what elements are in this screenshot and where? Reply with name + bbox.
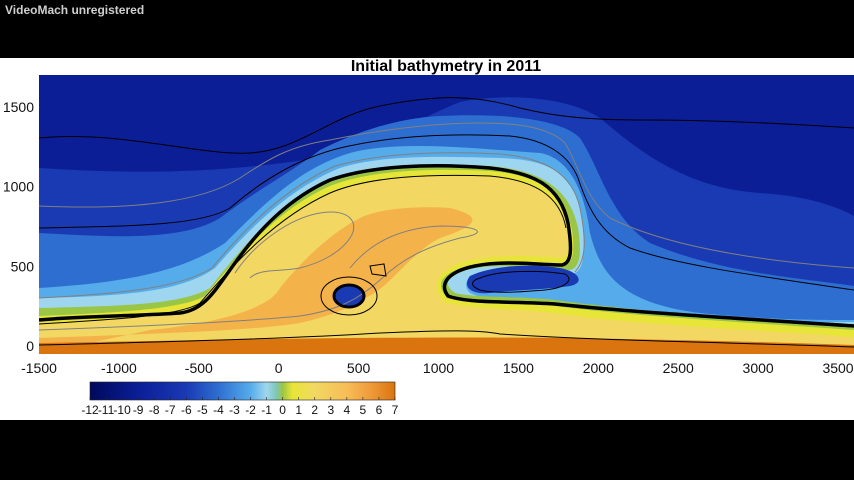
contour-line (39, 174, 567, 325)
contour-line (472, 270, 570, 293)
x-tick-label: 1500 (503, 360, 534, 376)
x-tick-label: 2500 (663, 360, 694, 376)
x-tick-label: 3000 (743, 360, 774, 376)
y-tick-label: 1500 (3, 99, 34, 115)
contour-zero-line (39, 163, 854, 328)
contour-hole-zero (332, 283, 366, 309)
colorbar-tick-label: -1 (261, 403, 272, 417)
contour-line (39, 97, 854, 154)
contour-line (234, 211, 355, 279)
colorbar-tick-label: -8 (149, 403, 160, 417)
contour-line (39, 134, 854, 291)
colorbar-tick-label: -4 (213, 403, 224, 417)
contour-lines (39, 97, 854, 348)
colorbar: -12 -11 -10 -9 -8 -7 -6 -5 -4 -3 -2 -1 0 1 2 3 4 5 6 7 (81, 381, 399, 417)
x-tick-label: -500 (185, 360, 213, 376)
bathymetry-figure: Initial bathymetry in 2011 (3, 58, 854, 417)
contour-line (39, 122, 854, 269)
watermark-text: VideoMach unregistered (5, 3, 145, 17)
x-tick-label: 0 (275, 360, 283, 376)
colorbar-ticks: -12 -11 -10 -9 -8 -7 -6 -5 -4 -3 -2 -1 0 1 2 3 4 5 6 7 (81, 397, 399, 417)
region-tan-shoal (39, 175, 854, 354)
contour-line (39, 225, 478, 331)
x-tick-label: -1500 (21, 360, 57, 376)
x-tick-label: -1000 (101, 360, 137, 376)
colorbar-gradient (89, 381, 396, 401)
x-tick-label: 2000 (583, 360, 614, 376)
colorbar-tick-label: -12 (81, 403, 99, 417)
chart-title: Initial bathymetry in 2011 (351, 58, 541, 75)
x-tick-label: 500 (347, 360, 371, 376)
colorbar-tick-label: 7 (392, 403, 399, 417)
colorbar-tick-label: -7 (165, 403, 176, 417)
contour-line (39, 330, 854, 348)
colorbar-tick-label: 4 (343, 403, 350, 417)
region-tidal-hole (334, 285, 364, 307)
x-axis: -1500 -1000 -500 0 500 1000 1500 2000 2500 3000 35… (21, 360, 854, 376)
colorbar-tick-label: -10 (113, 403, 131, 417)
contour-line (39, 152, 585, 299)
x-tick-label: 3500 (822, 360, 853, 376)
colorbar-tick-label: 1 (295, 403, 302, 417)
figure-canvas: Initial bathymetry in 2011 (0, 58, 854, 420)
region-dark-orange-beach (39, 337, 854, 354)
colorbar-tick-label: 0 (279, 403, 286, 417)
colorbar-tick-label: -2 (245, 403, 256, 417)
colorbar-tick-label: -3 (229, 403, 240, 417)
y-axis: 0 500 1000 1500 (3, 99, 34, 354)
y-tick-label: 500 (11, 258, 35, 274)
colorbar-tick-label: -6 (181, 403, 192, 417)
colorbar-tick-label: 5 (360, 403, 367, 417)
colorbar-tick-label: -11 (98, 403, 115, 417)
colorbar-tick-label: 2 (311, 403, 318, 417)
plot-area (39, 75, 854, 354)
y-tick-label: 1000 (3, 179, 34, 195)
colorbar-tick-label: 3 (327, 403, 334, 417)
contour-small-ring (369, 263, 387, 277)
x-tick-label: 1000 (423, 360, 454, 376)
region-orange-shoal (39, 207, 473, 354)
colorbar-tick-label: 6 (376, 403, 383, 417)
colorbar-tick-label: -9 (133, 403, 144, 417)
colorbar-tick-label: -5 (197, 403, 208, 417)
contour-hole-outer (320, 276, 378, 316)
y-tick-label: 0 (26, 338, 34, 354)
